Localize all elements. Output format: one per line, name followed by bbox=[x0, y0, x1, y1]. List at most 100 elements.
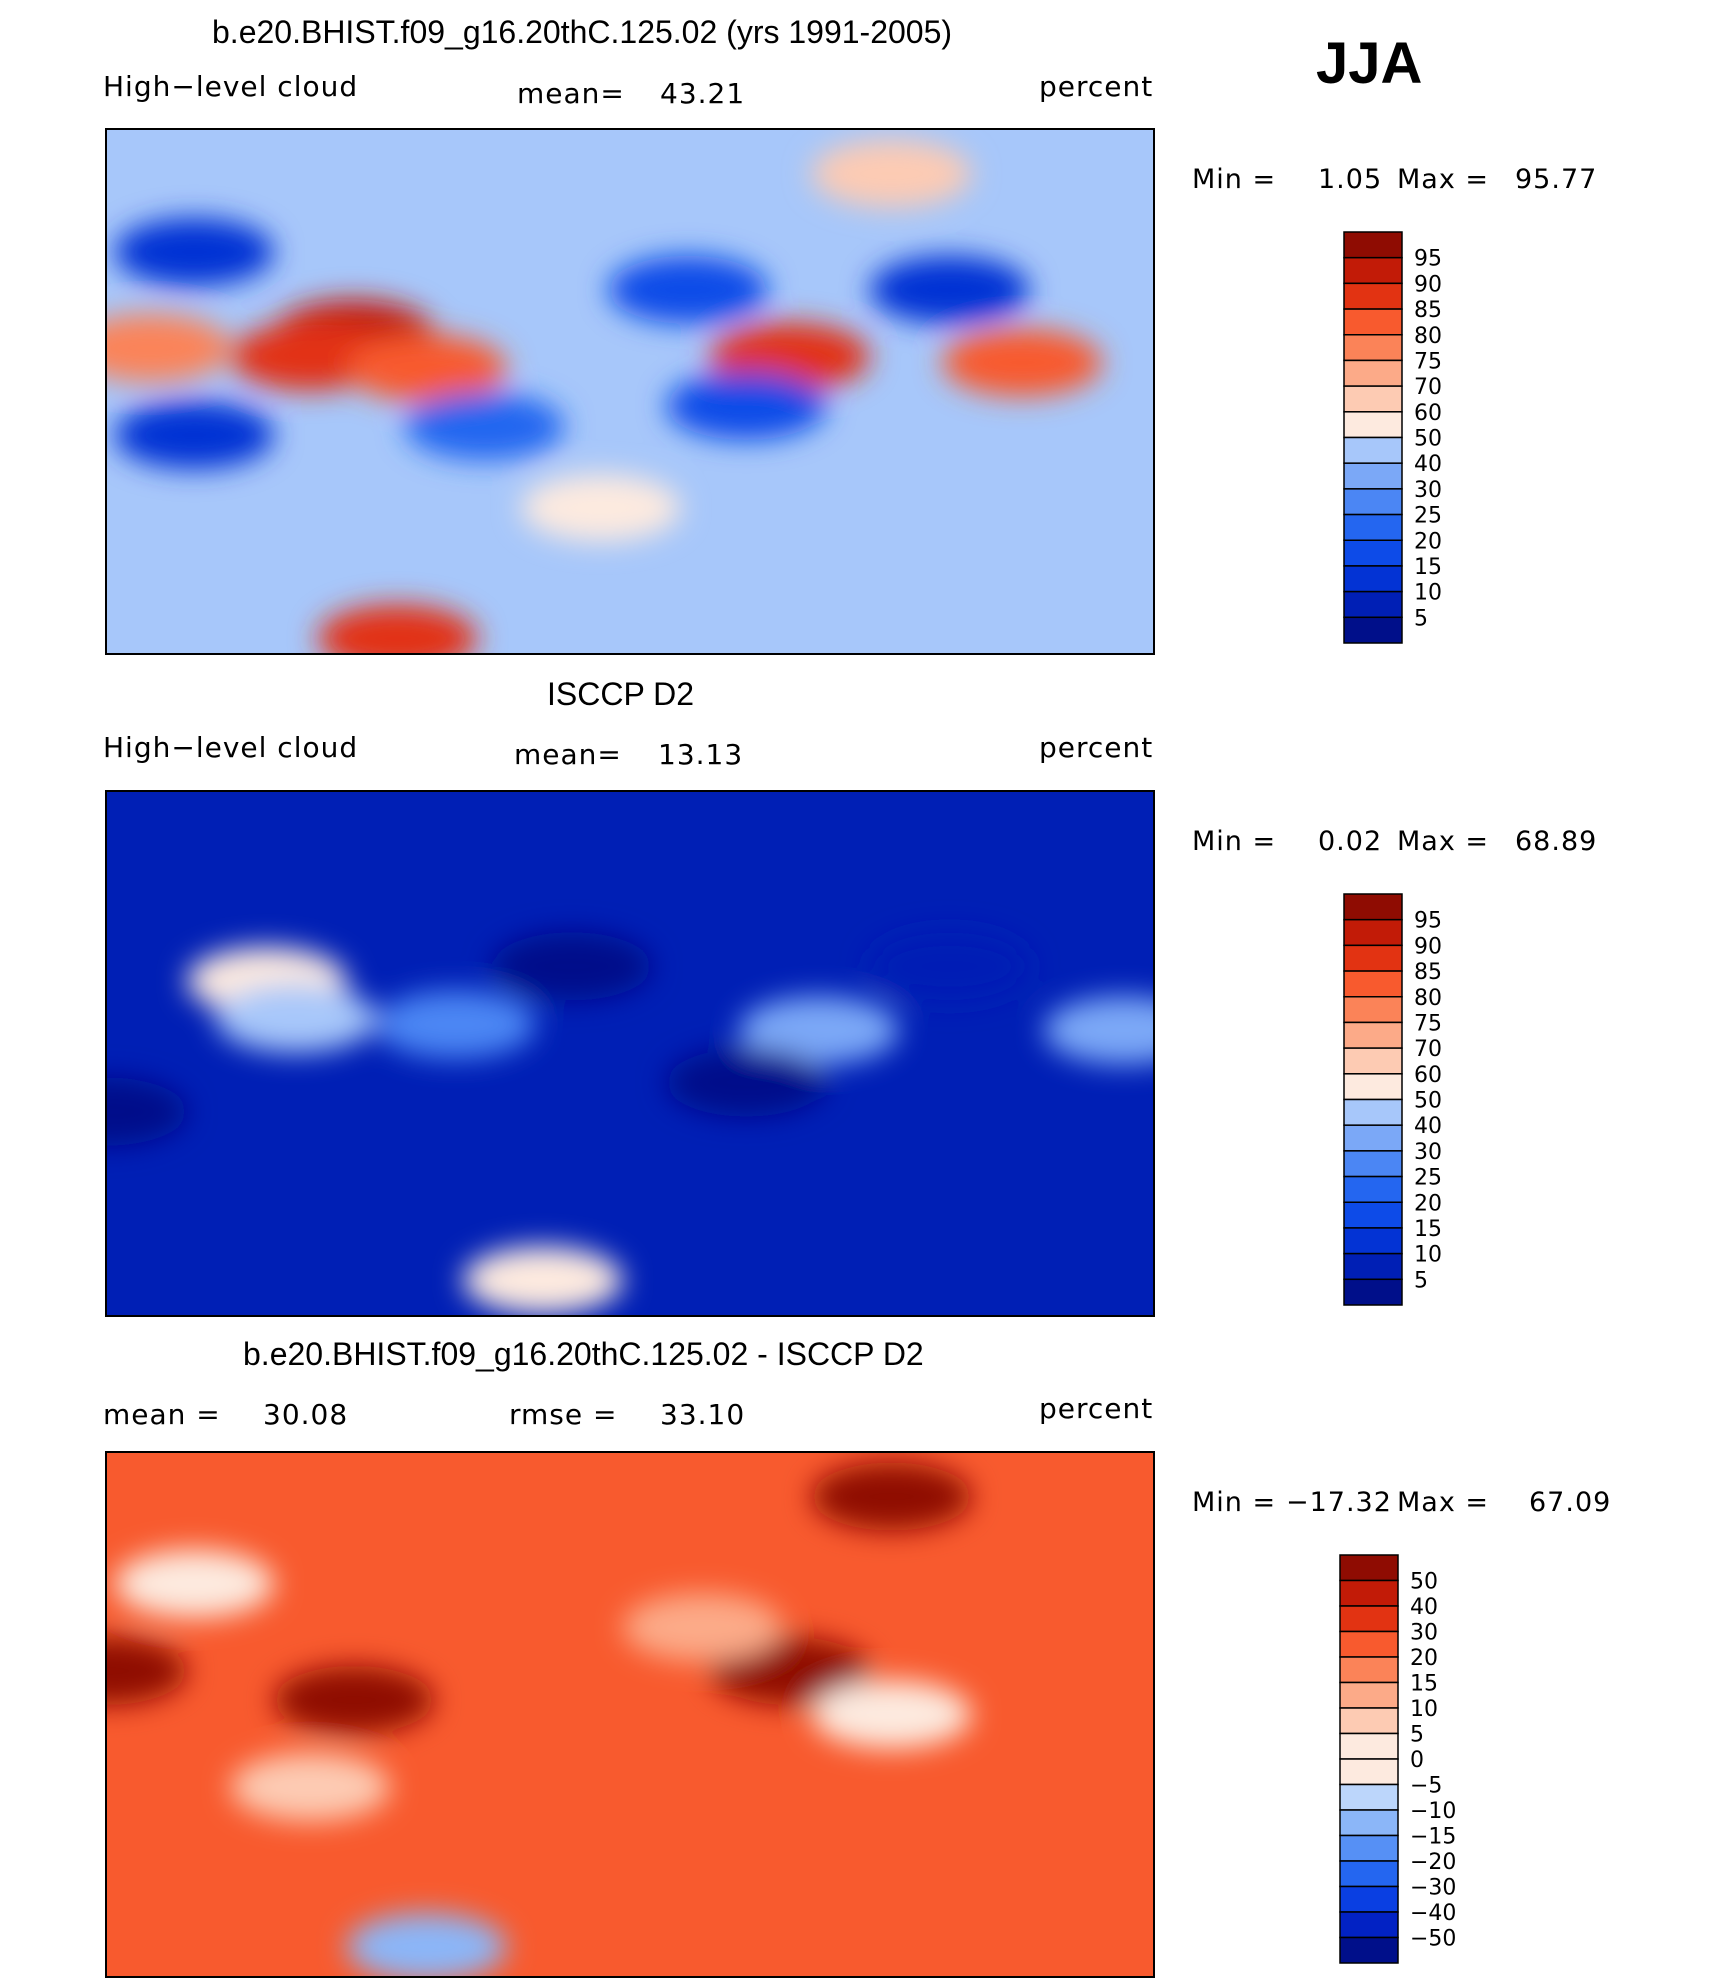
colorbar-tick-label: 25 bbox=[1414, 1166, 1442, 1191]
colorbar-tick-label: 95 bbox=[1414, 247, 1442, 272]
field-blob bbox=[738, 996, 899, 1065]
colorbar-tick-label: 70 bbox=[1414, 375, 1442, 400]
map-background bbox=[107, 1453, 1153, 1976]
colorbar-box bbox=[1339, 1681, 1399, 1709]
colorbar-box bbox=[1343, 308, 1403, 336]
colorbar-tick-label: 20 bbox=[1410, 1646, 1438, 1671]
colorbar-box bbox=[1343, 565, 1403, 593]
field-blob bbox=[666, 1048, 827, 1117]
colorbar-tick-label: 60 bbox=[1414, 1063, 1442, 1088]
colorbar-tick-label: 50 bbox=[1410, 1570, 1438, 1595]
colorbar-box bbox=[1343, 1227, 1403, 1255]
colorbar-tick-label: −10 bbox=[1410, 1799, 1456, 1824]
field-blob bbox=[942, 328, 1103, 397]
panel2-mean-label: mean= bbox=[514, 738, 622, 771]
colorbar-tick-label: 75 bbox=[1414, 349, 1442, 374]
field-blob bbox=[622, 1593, 783, 1662]
panel2-min-value: 0.02 bbox=[1318, 826, 1383, 857]
colorbar-tick-label: 95 bbox=[1414, 909, 1442, 934]
colorbar-tick-label: 40 bbox=[1410, 1595, 1438, 1620]
map-background bbox=[107, 792, 1153, 1315]
colorbar-tick-label: −50 bbox=[1410, 1927, 1456, 1952]
field-blob bbox=[317, 604, 478, 653]
field-blob bbox=[107, 1077, 187, 1146]
colorbar-tick-label: 40 bbox=[1414, 452, 1442, 477]
field-blob bbox=[608, 255, 769, 324]
field-blob bbox=[520, 473, 681, 542]
panel2-min-label: Min = bbox=[1192, 826, 1277, 857]
panel3-rmse-value: 33.10 bbox=[660, 1398, 746, 1431]
panel3-max-value: 67.09 bbox=[1529, 1487, 1612, 1518]
colorbar-tick-label: 50 bbox=[1414, 1089, 1442, 1114]
colorbar-box bbox=[1339, 1885, 1399, 1913]
colorbar-tick-label: 90 bbox=[1414, 272, 1442, 297]
panel2-max-value: 68.89 bbox=[1515, 826, 1598, 857]
panel2-map bbox=[105, 790, 1155, 1317]
colorbar-tick-label: 25 bbox=[1414, 504, 1442, 529]
colorbar-tick-label: 80 bbox=[1414, 324, 1442, 349]
colorbar-box bbox=[1343, 616, 1403, 644]
colorbar-box bbox=[1343, 1021, 1403, 1049]
field-blob bbox=[375, 990, 536, 1059]
colorbar-box bbox=[1343, 411, 1403, 439]
colorbar-tick-label: 5 bbox=[1414, 1268, 1428, 1293]
colorbar-box bbox=[1343, 1175, 1403, 1203]
colorbar-box bbox=[1343, 539, 1403, 567]
colorbar-box bbox=[1339, 1707, 1399, 1735]
field-blob bbox=[811, 1680, 972, 1749]
field-blob bbox=[811, 1462, 972, 1531]
panel3-min-value: −17.32 bbox=[1286, 1487, 1392, 1518]
colorbar-box bbox=[1343, 944, 1403, 972]
colorbar-box bbox=[1343, 1252, 1403, 1281]
panel1-min-value: 1.05 bbox=[1318, 164, 1383, 195]
colorbar-tick-label: 0 bbox=[1410, 1748, 1424, 1773]
panel3-mean-value: 30.08 bbox=[263, 1398, 349, 1431]
colorbar-tick-label: −20 bbox=[1410, 1850, 1456, 1875]
colorbar-box bbox=[1343, 462, 1403, 490]
colorbar-box bbox=[1343, 893, 1403, 921]
colorbar-tick-label: 90 bbox=[1414, 934, 1442, 959]
colorbar-box bbox=[1343, 1201, 1403, 1229]
panel2-title: ISCCP D2 bbox=[547, 676, 695, 712]
colorbar-tick-label: 85 bbox=[1414, 298, 1442, 323]
colorbar-box bbox=[1343, 1098, 1403, 1126]
colorbar-box bbox=[1343, 488, 1403, 516]
colorbar-tick-label: 20 bbox=[1414, 529, 1442, 554]
colorbar-box bbox=[1339, 1809, 1399, 1837]
panel1-unit-label: percent bbox=[1039, 70, 1154, 103]
panel3-mean-label: mean = bbox=[103, 1398, 221, 1431]
colorbar-tick-label: 10 bbox=[1414, 1243, 1442, 1268]
panel1-title: b.e20.BHIST.f09_g16.20thC.125.02 (yrs 19… bbox=[212, 14, 953, 50]
panel2-mean-value: 13.13 bbox=[658, 738, 744, 771]
colorbar-tick-label: 75 bbox=[1414, 1011, 1442, 1036]
colorbar-box bbox=[1339, 1732, 1399, 1760]
colorbar-box bbox=[1343, 256, 1403, 285]
panel1-map-svg bbox=[107, 130, 1153, 653]
field-blob bbox=[666, 372, 827, 441]
panel2-variable-label: High−level cloud bbox=[103, 731, 359, 764]
field-blob bbox=[273, 1665, 434, 1734]
field-blob bbox=[869, 255, 1030, 324]
field-blob bbox=[1043, 996, 1153, 1065]
field-blob bbox=[230, 1753, 391, 1822]
field-blob bbox=[114, 1549, 275, 1618]
field-blob bbox=[114, 218, 275, 287]
colorbar-box bbox=[1339, 1579, 1399, 1607]
colorbar-tick-label: 15 bbox=[1414, 1217, 1442, 1242]
colorbar-tick-label: 80 bbox=[1414, 986, 1442, 1011]
panel3-min-label: Min = bbox=[1192, 1487, 1277, 1518]
colorbar-box bbox=[1343, 385, 1403, 413]
colorbar-tick-label: 10 bbox=[1414, 581, 1442, 606]
colorbar-tick-label: 60 bbox=[1414, 401, 1442, 426]
panel1-max-value: 95.77 bbox=[1515, 164, 1598, 195]
colorbar-tick-label: −30 bbox=[1410, 1876, 1456, 1901]
colorbar-box bbox=[1339, 1860, 1399, 1888]
colorbar-box bbox=[1343, 359, 1403, 387]
field-blob bbox=[491, 932, 652, 1001]
colorbar-box bbox=[1343, 918, 1403, 947]
colorbar-box bbox=[1339, 1783, 1399, 1811]
colorbar-box bbox=[1343, 513, 1403, 541]
colorbar-tick-label: −5 bbox=[1410, 1774, 1442, 1799]
colorbar-box bbox=[1343, 1278, 1403, 1306]
